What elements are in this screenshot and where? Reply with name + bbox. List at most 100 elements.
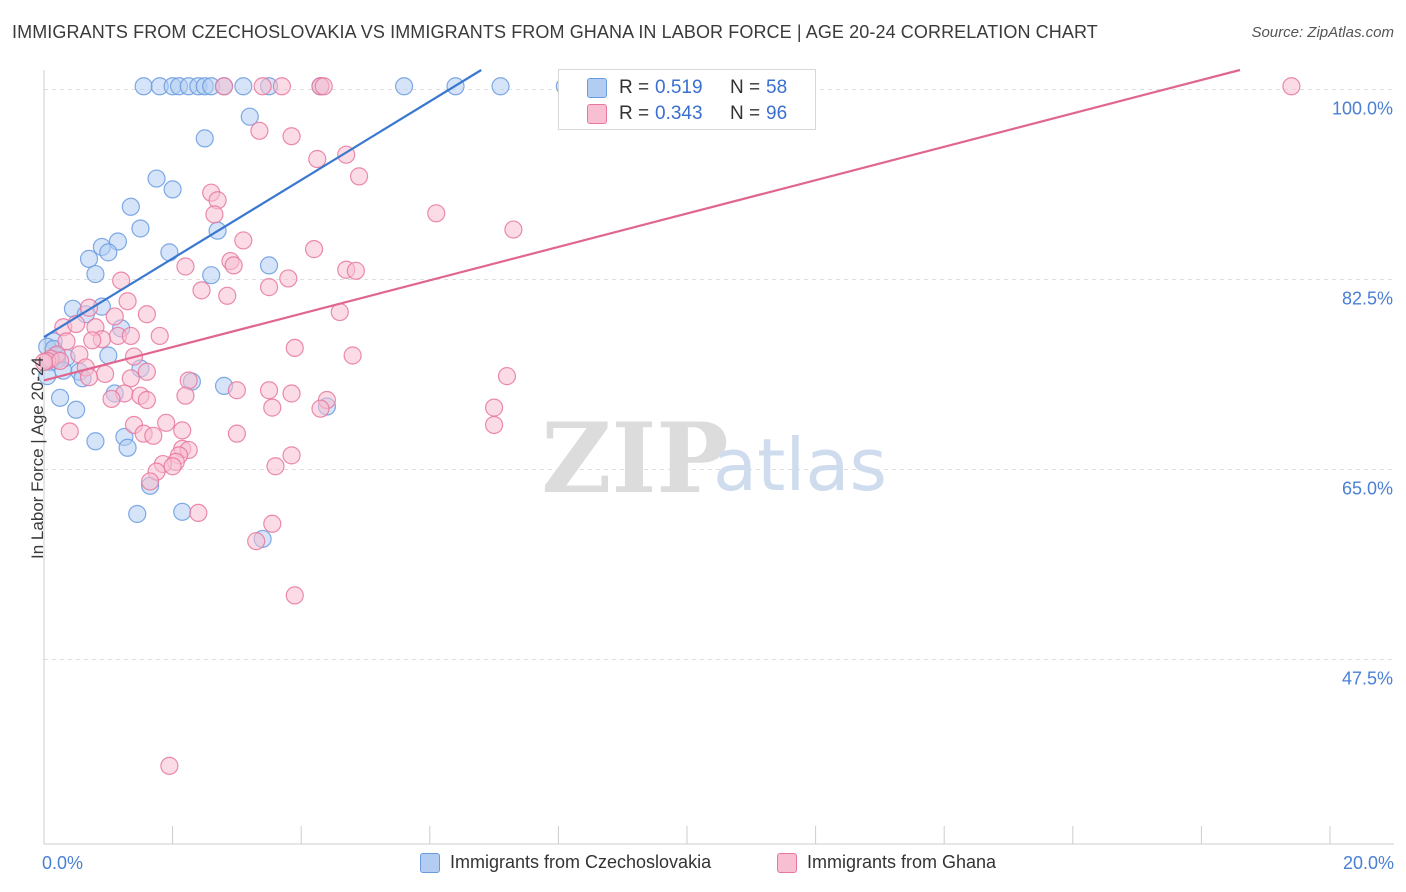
data-point [259, 278, 279, 297]
data-point [189, 503, 208, 523]
r-label: R = [619, 77, 650, 98]
n-label: N = [730, 77, 761, 98]
data-point [218, 286, 237, 305]
data-point [282, 384, 301, 403]
data-point [311, 399, 330, 418]
data-point [137, 362, 156, 381]
legend-label-ghana: Immigrants from Ghana [807, 852, 997, 872]
data-point [34, 352, 54, 372]
data-point [121, 326, 140, 346]
data-point [485, 415, 504, 435]
y-tick-label: 47.5% [1342, 668, 1393, 688]
data-point [259, 381, 279, 400]
r-value-czechoslovakia: 0.519 [655, 77, 703, 98]
data-point [121, 369, 140, 388]
data-point [99, 243, 118, 262]
data-point [394, 77, 414, 96]
data-point [214, 77, 234, 96]
data-point [266, 457, 285, 476]
data-point [349, 167, 369, 186]
data-point [137, 305, 156, 324]
data-point [140, 472, 160, 491]
data-point [131, 219, 150, 238]
legend-swatch-ghana [587, 104, 607, 124]
data-point [205, 205, 224, 224]
data-point [240, 107, 259, 126]
data-point [234, 77, 253, 96]
data-point [160, 756, 179, 775]
data-point [259, 256, 279, 275]
data-point [163, 180, 182, 199]
data-point [50, 351, 70, 371]
data-point [263, 398, 282, 417]
n-label: N = [730, 103, 761, 124]
data-point [79, 249, 99, 268]
data-point [247, 532, 266, 551]
watermark-atlas: atlas [713, 423, 887, 507]
chart-title: IMMIGRANTS FROM CZECHOSLOVAKIA VS IMMIGR… [12, 22, 1098, 42]
data-point [179, 371, 198, 390]
data-point [272, 77, 292, 96]
data-point [282, 446, 301, 465]
data-point [343, 346, 362, 365]
data-point [263, 514, 282, 533]
watermark-zip: ZIP [541, 402, 728, 515]
data-point [504, 220, 523, 239]
n-value-ghana: 96 [766, 103, 788, 124]
legend-item-czechoslovakia[interactable]: Immigrants from Czechoslovakia [420, 852, 711, 873]
data-point [427, 204, 446, 223]
data-point [308, 149, 327, 169]
data-point [86, 264, 105, 284]
data-point [60, 422, 79, 441]
legend-swatch-ghana [777, 852, 797, 873]
y-tick-label: 100.0% [1332, 99, 1393, 119]
r-label: R = [619, 103, 650, 124]
data-point [118, 292, 137, 311]
data-point [227, 424, 246, 443]
n-value-czechoslovakia: 58 [766, 77, 788, 98]
data-point [304, 240, 324, 259]
y-tick-label: 82.5% [1342, 289, 1393, 309]
data-point [173, 502, 192, 521]
data-point [121, 197, 140, 216]
data-point [176, 257, 195, 276]
data-point [102, 389, 121, 409]
legend-item-ghana[interactable]: Immigrants from Ghana [777, 852, 996, 873]
data-point [314, 77, 333, 96]
watermark: ZIP atlas [541, 402, 887, 515]
x-tick-label-left: 0.0% [42, 853, 84, 873]
y-tick-label: 65.0% [1342, 478, 1393, 498]
data-point [144, 426, 163, 445]
data-point [224, 256, 243, 275]
r-value-ghana: 0.343 [655, 103, 703, 124]
trendline-czechoslovakia [43, 69, 482, 338]
data-point [128, 504, 147, 524]
data-point [285, 338, 304, 358]
data-point [150, 326, 169, 346]
data-point [57, 332, 76, 351]
data-point [50, 388, 70, 407]
data-point [282, 127, 301, 146]
data-point [346, 261, 365, 280]
data-point [105, 307, 124, 326]
series-ghana-points [34, 77, 1301, 775]
data-point [147, 169, 166, 188]
data-point [250, 121, 269, 140]
legend-label-czechoslovakia: Immigrants from Czechoslovakia [450, 852, 712, 872]
data-point [86, 432, 105, 451]
data-point [134, 77, 153, 96]
data-point [485, 398, 504, 417]
data-point [157, 413, 176, 432]
data-point [163, 457, 182, 476]
source-credit: Source: ZipAtlas.com [1251, 24, 1394, 41]
data-point [491, 77, 510, 96]
legend-swatch-czechoslovakia [587, 78, 607, 98]
data-point [1282, 77, 1301, 96]
data-point [234, 231, 253, 250]
data-point [67, 400, 86, 419]
trendline-ghana [43, 68, 1241, 382]
data-point [118, 438, 137, 457]
data-point [137, 390, 156, 410]
data-point [83, 331, 102, 350]
